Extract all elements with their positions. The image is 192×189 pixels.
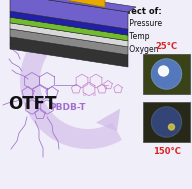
Polygon shape: [10, 11, 128, 35]
Polygon shape: [67, 0, 105, 7]
Polygon shape: [10, 0, 136, 12]
Polygon shape: [96, 109, 120, 131]
Text: •  Pressure: • Pressure: [120, 19, 162, 28]
Polygon shape: [20, 13, 122, 149]
Text: •  Temp: • Temp: [120, 32, 150, 41]
Polygon shape: [10, 37, 128, 67]
Circle shape: [169, 124, 175, 130]
Polygon shape: [10, 0, 128, 29]
Text: Effect of:: Effect of:: [118, 7, 162, 16]
Text: •  Oxygen: • Oxygen: [120, 45, 159, 54]
Text: o: o: [83, 91, 85, 97]
Text: 150°C: 150°C: [153, 147, 180, 156]
Circle shape: [151, 59, 181, 89]
Text: o: o: [93, 91, 95, 97]
Text: 25°C: 25°C: [156, 42, 178, 51]
Bar: [143, 102, 190, 142]
Text: OTFT: OTFT: [8, 95, 56, 113]
Polygon shape: [10, 23, 128, 47]
Polygon shape: [10, 17, 128, 41]
Circle shape: [151, 107, 181, 137]
Circle shape: [159, 66, 169, 76]
Text: PBDB-T: PBDB-T: [49, 102, 85, 112]
Bar: [143, 54, 190, 94]
Polygon shape: [10, 29, 128, 55]
